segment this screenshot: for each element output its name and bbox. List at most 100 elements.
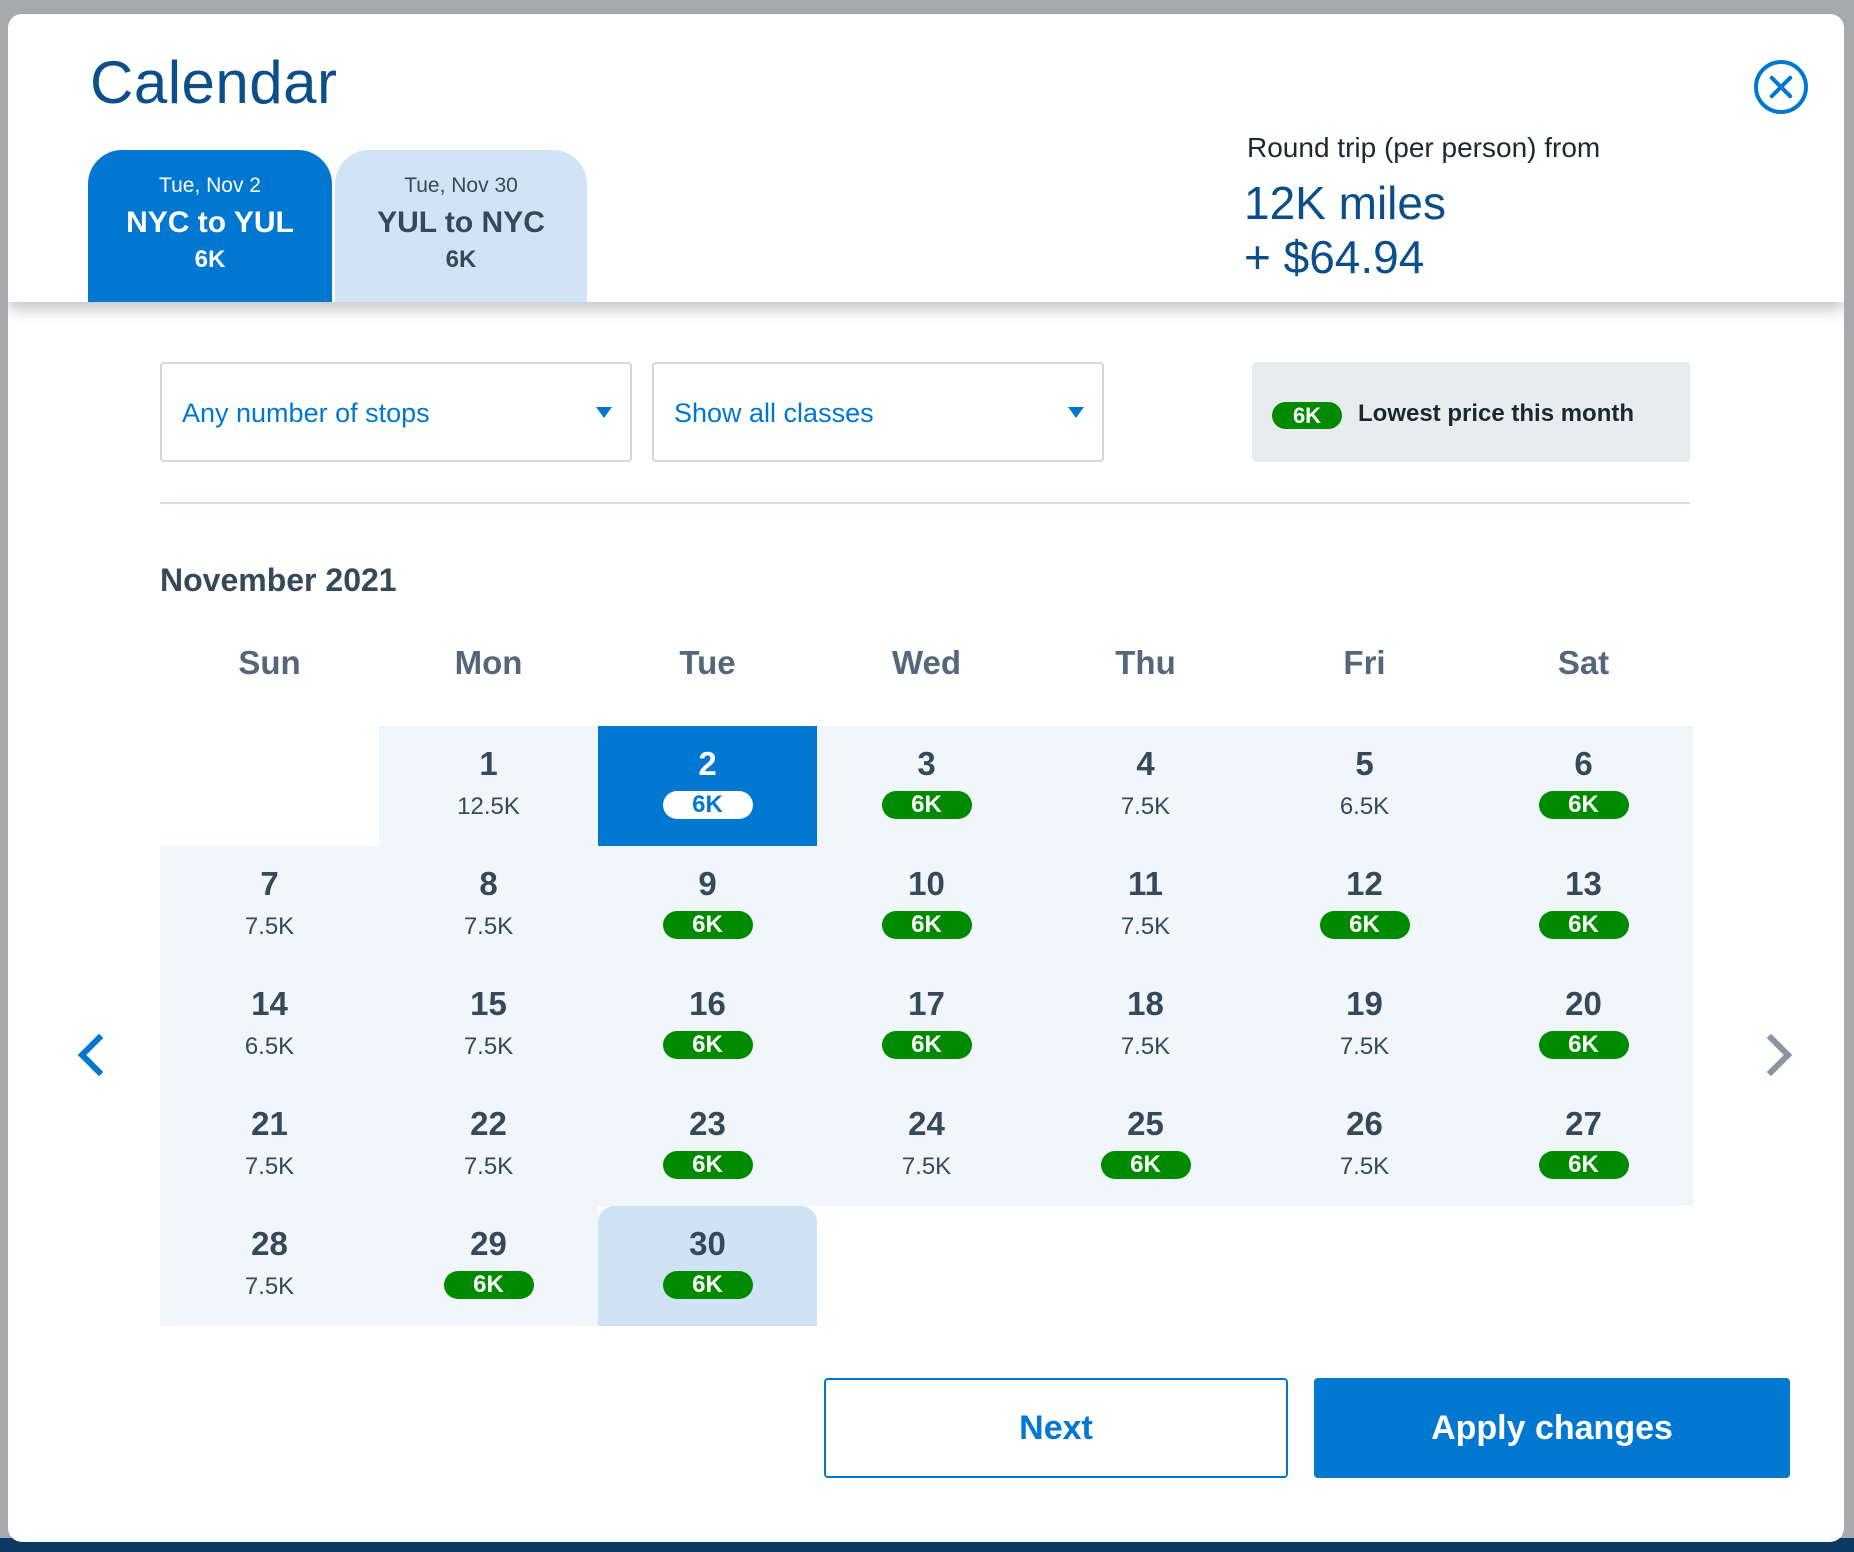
day-price: 6.5K — [1339, 793, 1390, 820]
calendar-day-8[interactable]: 8 7.5K — [379, 846, 598, 966]
lowest-price-badge: 6K — [443, 1271, 534, 1299]
calendar-day-28[interactable]: 28 7.5K — [160, 1206, 379, 1326]
day-number: 16 — [689, 985, 726, 1022]
calendar-day-11[interactable]: 11 7.5K — [1036, 846, 1255, 966]
calendar-day-5[interactable]: 5 6.5K — [1255, 726, 1474, 846]
day-price: 7.5K — [463, 913, 514, 940]
apply-changes-button[interactable]: Apply changes — [1314, 1378, 1790, 1478]
calendar-day-6[interactable]: 6 6K — [1474, 726, 1693, 846]
calendar-modal: Calendar Tue, Nov 2 NYC to YUL 6K Tue, N… — [8, 14, 1844, 1542]
day-price: 7.5K — [1120, 913, 1171, 940]
fare-label: Round trip (per person) from — [1247, 132, 1601, 163]
stops-dropdown[interactable]: Any number of stops — [160, 362, 632, 462]
day-number: 11 — [1128, 865, 1163, 902]
day-number: 6 — [1574, 745, 1593, 782]
classes-dropdown[interactable]: Show all classes — [652, 362, 1104, 462]
calendar-day-26[interactable]: 26 7.5K — [1255, 1086, 1474, 1206]
lowest-price-badge: 6K — [881, 911, 972, 939]
day-price: 7.5K — [463, 1033, 514, 1060]
chevron-right-icon[interactable] — [1749, 1033, 1793, 1077]
lowest-price-badge: 6K — [1538, 791, 1629, 819]
calendar-day-2[interactable]: 2 6K — [598, 726, 817, 846]
day-price: 7.5K — [1339, 1033, 1390, 1060]
lowest-price-badge: 6K — [662, 1151, 753, 1179]
weekday-label: Wed — [891, 644, 962, 681]
calendar-day-4[interactable]: 4 7.5K — [1036, 726, 1255, 846]
calendar-day-3[interactable]: 3 6K — [817, 726, 1036, 846]
weekday-label: Fri — [1343, 644, 1386, 681]
day-number: 7 — [260, 865, 279, 902]
calendar-day-21[interactable]: 21 7.5K — [160, 1086, 379, 1206]
calendar-day-25[interactable]: 25 6K — [1036, 1086, 1255, 1206]
tab-outbound-route: NYC to YUL — [126, 206, 294, 239]
calendar-day-20[interactable]: 20 6K — [1474, 966, 1693, 1086]
day-number: 29 — [470, 1225, 507, 1262]
day-number: 24 — [908, 1105, 945, 1142]
lowest-price-badge: 6K — [662, 1031, 753, 1059]
calendar-day-14[interactable]: 14 6.5K — [160, 966, 379, 1086]
calendar-day-1[interactable]: 1 12.5K — [379, 726, 598, 846]
caret-down-icon — [596, 407, 612, 418]
day-number: 14 — [251, 985, 288, 1022]
day-number: 23 — [689, 1105, 726, 1142]
calendar-day-24[interactable]: 24 7.5K — [817, 1086, 1036, 1206]
chevron-left-icon[interactable] — [77, 1033, 121, 1077]
day-number: 19 — [1346, 985, 1383, 1022]
legend-text: Lowest price this month — [1358, 400, 1635, 427]
day-number: 10 — [908, 865, 945, 902]
calendar-day-18[interactable]: 18 7.5K — [1036, 966, 1255, 1086]
tab-return-miles: 6K — [445, 246, 477, 273]
stops-dropdown-value: Any number of stops — [182, 398, 430, 428]
day-number: 1 — [479, 745, 498, 782]
day-number: 3 — [917, 745, 936, 782]
calendar-day-16[interactable]: 16 6K — [598, 966, 817, 1086]
calendar-day-12[interactable]: 12 6K — [1255, 846, 1474, 966]
calendar-day-10[interactable]: 10 6K — [817, 846, 1036, 966]
day-number: 27 — [1565, 1105, 1602, 1142]
lowest-price-badge: 6K — [881, 1031, 972, 1059]
lowest-price-badge: 6K — [1538, 1151, 1629, 1179]
calendar-day-9[interactable]: 9 6K — [598, 846, 817, 966]
day-price: 6.5K — [244, 1033, 295, 1060]
weekday-label: Mon — [454, 644, 523, 681]
tab-outbound-date: Tue, Nov 2 — [159, 174, 261, 197]
day-price: 7.5K — [1120, 793, 1171, 820]
day-number: 15 — [470, 985, 507, 1022]
calendar-day-17[interactable]: 17 6K — [817, 966, 1036, 1086]
calendar-day-15[interactable]: 15 7.5K — [379, 966, 598, 1086]
lowest-price-badge: 6K — [1538, 911, 1629, 939]
day-price: 7.5K — [244, 913, 295, 940]
day-price: 12.5K — [457, 793, 520, 820]
classes-dropdown-value: Show all classes — [674, 398, 874, 428]
lowest-price-badge: 6K — [1100, 1151, 1191, 1179]
modal-title: Calendar — [90, 49, 338, 116]
calendar-day-19[interactable]: 19 7.5K — [1255, 966, 1474, 1086]
day-number: 20 — [1565, 985, 1602, 1022]
calendar-day-29[interactable]: 29 6K — [379, 1206, 598, 1326]
next-button[interactable]: Next — [824, 1378, 1288, 1478]
calendar-day-13[interactable]: 13 6K — [1474, 846, 1693, 966]
day-price: 7.5K — [1120, 1033, 1171, 1060]
calendar-day-22[interactable]: 22 7.5K — [379, 1086, 598, 1206]
month-title: November 2021 — [160, 562, 397, 598]
day-number: 17 — [908, 985, 945, 1022]
day-number: 13 — [1565, 865, 1602, 902]
calendar-day-7[interactable]: 7 7.5K — [160, 846, 379, 966]
weekday-label: Thu — [1115, 644, 1176, 681]
lowest-price-badge: 6K — [662, 911, 753, 939]
calendar-day-27[interactable]: 27 6K — [1474, 1086, 1693, 1206]
day-price: 7.5K — [244, 1153, 295, 1180]
day-number: 2 — [698, 745, 717, 782]
tab-return-route: YUL to NYC — [377, 206, 545, 239]
day-number: 12 — [1346, 865, 1383, 902]
day-number: 8 — [479, 865, 498, 902]
day-price: 7.5K — [901, 1153, 952, 1180]
close-icon[interactable] — [1754, 60, 1808, 114]
caret-down-icon — [1068, 407, 1084, 418]
tab-outbound[interactable]: Tue, Nov 2 NYC to YUL 6K — [88, 150, 332, 302]
calendar-empty-cell — [160, 726, 379, 846]
tab-return[interactable]: Tue, Nov 30 YUL to NYC 6K — [335, 150, 587, 302]
calendar-day-30[interactable]: 30 6K — [598, 1206, 817, 1326]
calendar-day-23[interactable]: 23 6K — [598, 1086, 817, 1206]
fare-cash: + $64.94 — [1244, 231, 1425, 283]
